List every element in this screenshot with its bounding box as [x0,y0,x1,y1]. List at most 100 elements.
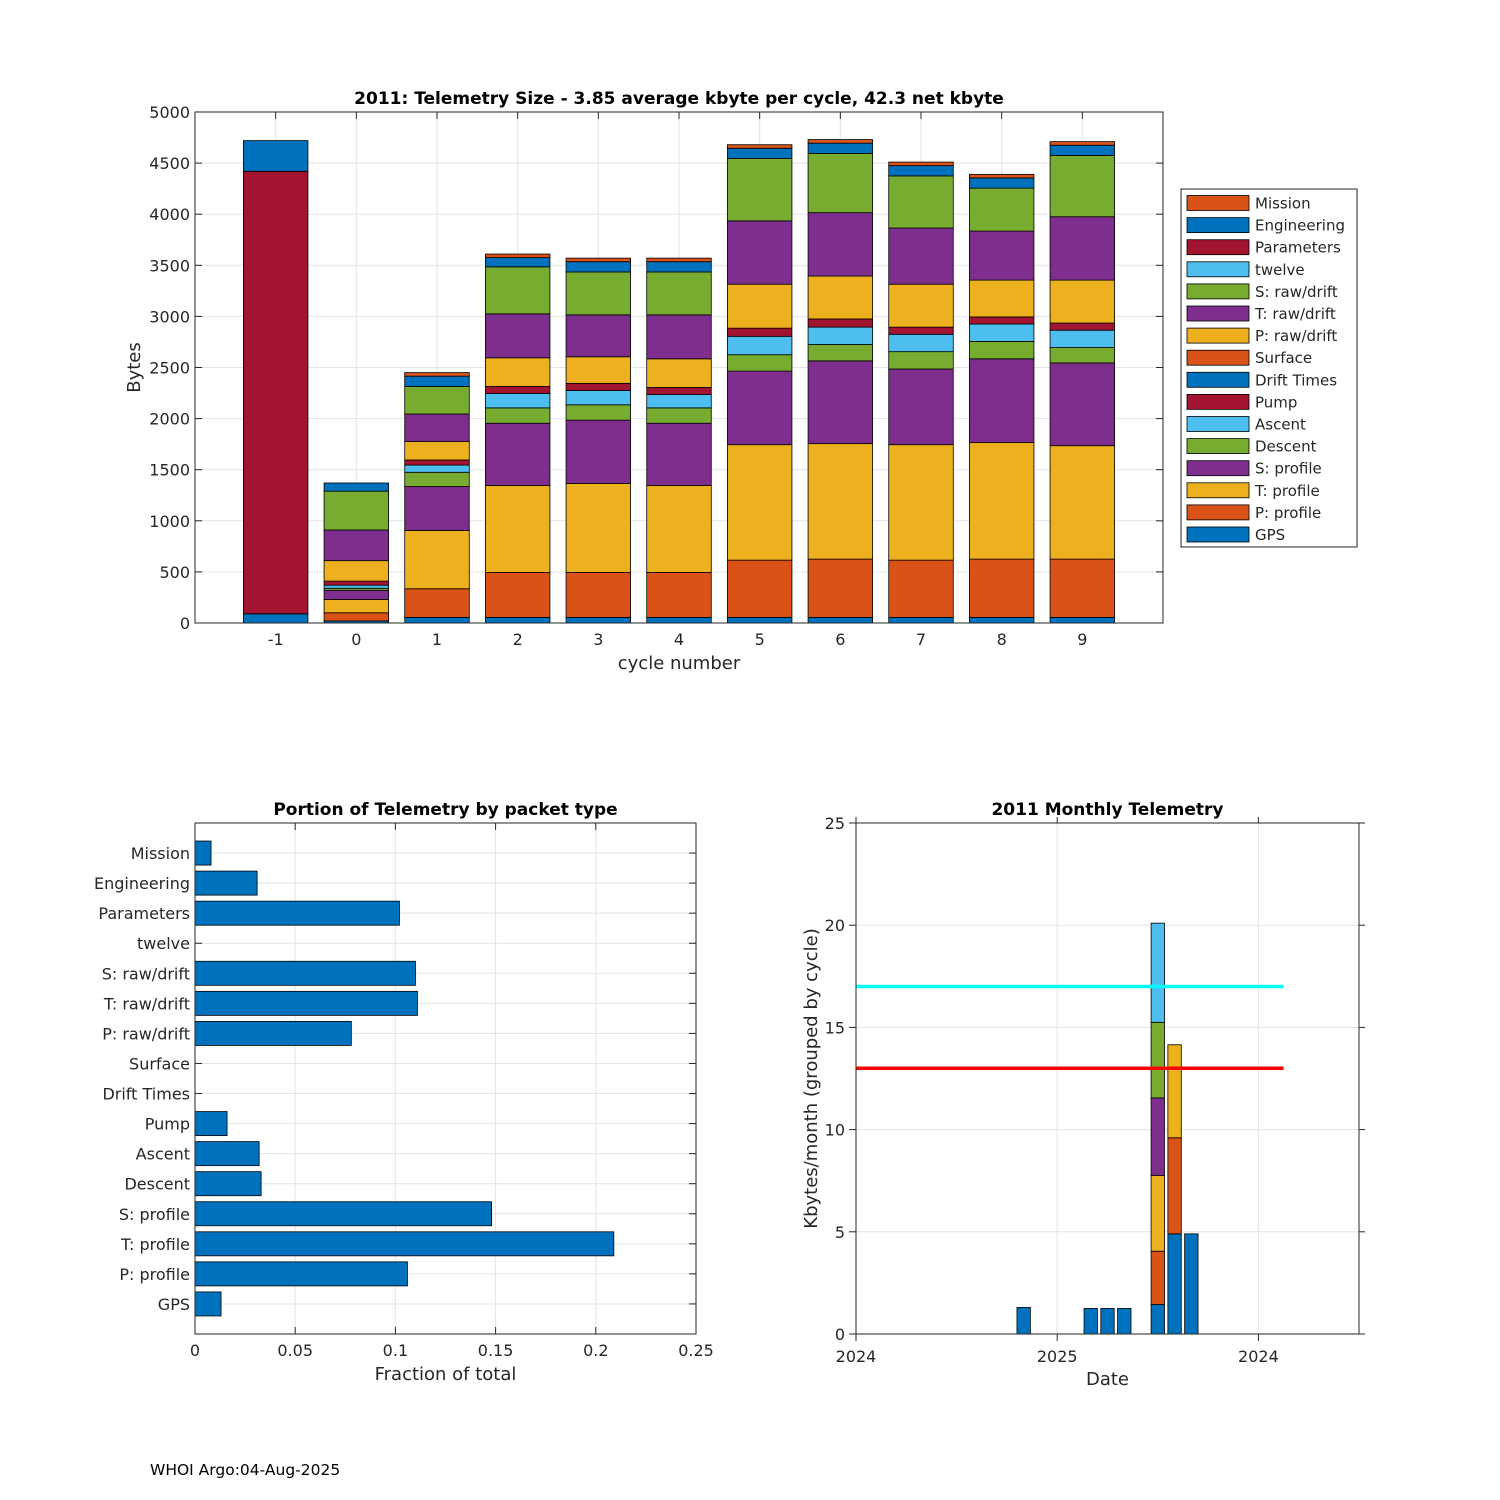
bar-segment [807,318,873,328]
bar-segment [565,257,631,263]
bar-segment [1049,445,1115,560]
legend-swatch [1186,195,1250,211]
y-tick-label: S: profile [119,1205,190,1224]
bar-segment [1100,1308,1115,1335]
legend-label: T: raw/drift [1254,305,1336,323]
legend-swatch [1186,460,1250,477]
bar-segment [1184,1233,1199,1335]
x-tick-label: 6 [835,630,845,649]
y-tick-label: Descent [124,1175,190,1194]
y-tick-label: T: raw/drift [103,994,190,1013]
bar-segment [565,616,631,624]
bar-segment [727,147,793,159]
bar-segment [1150,1097,1165,1176]
bar-segment [404,413,470,442]
plot-frame [194,111,1164,624]
bar-segment [1049,362,1115,447]
bar-segment [646,616,712,624]
bar-segment [404,616,470,624]
chart-title: 2011: Telemetry Size - 3.85 average kbyt… [354,89,1004,109]
x-tick-label: 0.2 [583,1341,608,1360]
bar-segment [1049,141,1115,146]
legend-label: T: profile [1254,482,1320,500]
y-tick-label: Engineering [94,874,190,893]
legend-label: Descent [1255,438,1317,456]
legend-label: P: profile [1255,504,1321,522]
bar-segment [888,616,954,624]
bar [194,840,212,866]
bar-segment [323,482,390,492]
bar-segment [323,529,390,562]
legend-label: Surface [1255,349,1312,367]
bar-segment [323,612,390,622]
bar-segment [484,422,551,486]
bar [194,900,400,926]
legend-label: Parameters [1255,239,1341,257]
legend-label: S: profile [1255,460,1322,478]
bar-segment [1049,329,1115,348]
legend-swatch [1186,327,1250,344]
bar-segment [646,314,712,360]
bar [194,1261,408,1287]
legend-swatch [1186,393,1250,410]
bar-segment [242,170,309,615]
bar-segment [969,173,1035,179]
bar-segment [484,313,551,359]
bar-segment [1049,558,1115,618]
bar-segment [646,358,712,388]
bar-segment [1167,1137,1182,1235]
x-tick-label: 0.05 [277,1341,313,1360]
legend-swatch [1186,526,1250,543]
chart-title: 2011 Monthly Telemetry [991,800,1223,820]
bar-segment [646,387,712,395]
x-tick-label: 0 [351,630,361,649]
plot-frame [194,822,697,1335]
bar [194,1201,492,1227]
y-tick-label: 5000 [149,103,190,122]
bar-segment [646,257,712,263]
bar-segment [969,323,1035,342]
bar-segment [727,283,793,329]
bar-segment [646,572,712,618]
y-tick-label: 5 [835,1223,845,1242]
y-tick-label: 500 [159,563,190,582]
bar-segment [323,599,390,614]
bar-segment [807,142,873,154]
bar-segment [969,558,1035,618]
x-axis-label: Fraction of total [375,1364,517,1385]
bar-segment [888,444,954,561]
y-tick-label: 3000 [149,307,190,326]
x-tick-label: 2024 [836,1347,877,1366]
bar-segment [969,358,1035,444]
bar-segment [484,357,551,387]
legend-label: Engineering [1255,217,1345,235]
y-tick-label: 0 [180,614,190,633]
y-tick-label: P: profile [119,1265,190,1284]
bar-segment [1150,1303,1165,1335]
bar-segment [969,177,1035,189]
bar-segment [888,559,954,618]
bar-segment [888,227,954,285]
bar-segment [646,422,712,486]
bar-segment [323,589,390,600]
bar-segment [404,372,470,377]
x-tick-label: 0.25 [678,1341,714,1360]
bar-segment [888,175,954,229]
legend-swatch [1186,217,1250,234]
plot-area [195,823,696,1334]
legend-label: S: raw/drift [1255,283,1338,301]
bar-segment [1150,1021,1165,1099]
bar-segment [484,257,551,268]
bar-segment [888,326,954,335]
bar-segment [969,616,1035,624]
y-tick-label: Parameters [98,904,190,923]
bar-segment [404,486,470,531]
legend-swatch [1186,305,1250,322]
bar-segment [888,165,954,177]
y-tick-label: 10 [825,1121,845,1140]
y-tick-label: 4000 [149,205,190,224]
bar-segment [404,386,470,415]
bar-segment [969,187,1035,232]
bar-segment [646,261,712,273]
